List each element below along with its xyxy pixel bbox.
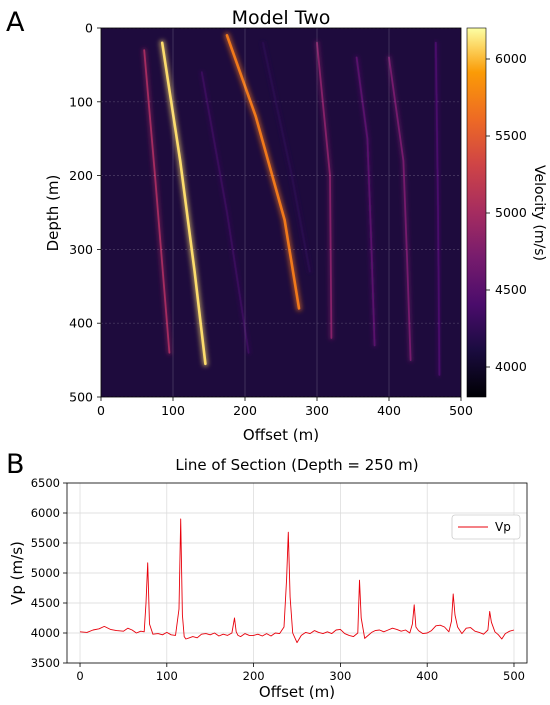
colorbar-tick-4000: 4000 [495, 359, 527, 374]
colorbar-tick-4500: 4500 [495, 282, 527, 297]
reflector-line [434, 41, 441, 376]
reflector-line [143, 49, 171, 354]
reflector-line [316, 41, 333, 339]
colorbar-tick-5500: 5500 [495, 128, 527, 143]
colorbar-label: Velocity (m/s) [531, 165, 547, 261]
line-y-axis: 3500 4000 4500 5000 5500 6000 6500 [31, 476, 67, 670]
line-xlabel: Offset (m) [259, 683, 335, 701]
series-line-vp [79, 518, 515, 644]
reflector-line [225, 34, 301, 310]
line-x-tick-label: 200 [243, 669, 265, 683]
reflector-line [262, 41, 311, 273]
colorbar [466, 27, 487, 398]
line-x-tick-label: 500 [503, 669, 525, 683]
reflector-line [355, 56, 376, 347]
heatmap-grid [101, 28, 461, 397]
heatmap-y-tick-label: 300 [69, 242, 93, 257]
heatmap-y-tick-label: 200 [69, 168, 93, 183]
heatmap-features [142, 32, 442, 377]
heatmap-x-tick-label: 100 [161, 403, 185, 418]
panel-b-label: B [6, 449, 25, 480]
heatmap-x-axis: 0 100 200 300 400 500 [97, 397, 473, 418]
heatmap-frame [100, 27, 462, 398]
reflector-line [200, 71, 250, 354]
line-y-tick-label: 4000 [31, 626, 60, 640]
heatmap-x-tick-label: 0 [97, 403, 105, 418]
heatmap-ylabel: Depth (m) [44, 175, 62, 252]
line-ylabel: Vp (m/s) [8, 541, 26, 605]
heatmap-y-tick-label: 400 [69, 316, 93, 331]
line-x-tick-label: 300 [329, 669, 351, 683]
heatmap-y-tick-label: 0 [85, 21, 93, 36]
heatmap-x-tick-label: 300 [305, 403, 329, 418]
legend-label-vp: Vp [495, 520, 511, 534]
reflector-line [388, 56, 412, 361]
heatmap-title: Model Two [232, 7, 331, 29]
line-y-tick-label: 6500 [31, 476, 60, 490]
line-x-tick-label: 0 [76, 669, 83, 683]
colorbar-ticks: 4000 4500 5000 5500 6000 [486, 51, 527, 374]
colorbar-tick-5000: 5000 [495, 205, 527, 220]
line-legend: Vp [451, 514, 521, 540]
line-y-tick-label: 6000 [31, 506, 60, 520]
line-y-tick-label: 5500 [31, 536, 60, 550]
line-x-tick-label: 100 [156, 669, 178, 683]
line-x-axis: 0 100 200 300 400 500 [76, 663, 525, 683]
panel-a-label: A [6, 7, 25, 38]
line-y-tick-label: 4500 [31, 596, 60, 610]
colorbar-tick-6000: 6000 [495, 51, 527, 66]
heatmap-y-tick-label: 500 [69, 390, 93, 405]
heatmap-x-tick-label: 200 [233, 403, 257, 418]
line-y-tick-label: 5000 [31, 566, 60, 580]
line-y-tick-label: 3500 [31, 656, 60, 670]
line-x-tick-label: 400 [416, 669, 438, 683]
line-title: Line of Section (Depth = 250 m) [175, 456, 418, 474]
heatmap-x-tick-label: 400 [377, 403, 401, 418]
heatmap-x-tick-label: 500 [449, 403, 473, 418]
heatmap-y-tick-label: 100 [69, 94, 93, 109]
reflector-line [160, 41, 207, 366]
heatmap-xlabel: Offset (m) [243, 426, 319, 444]
line-series [79, 518, 515, 644]
heatmap-y-axis: 0 100 200 300 400 500 [69, 21, 101, 405]
